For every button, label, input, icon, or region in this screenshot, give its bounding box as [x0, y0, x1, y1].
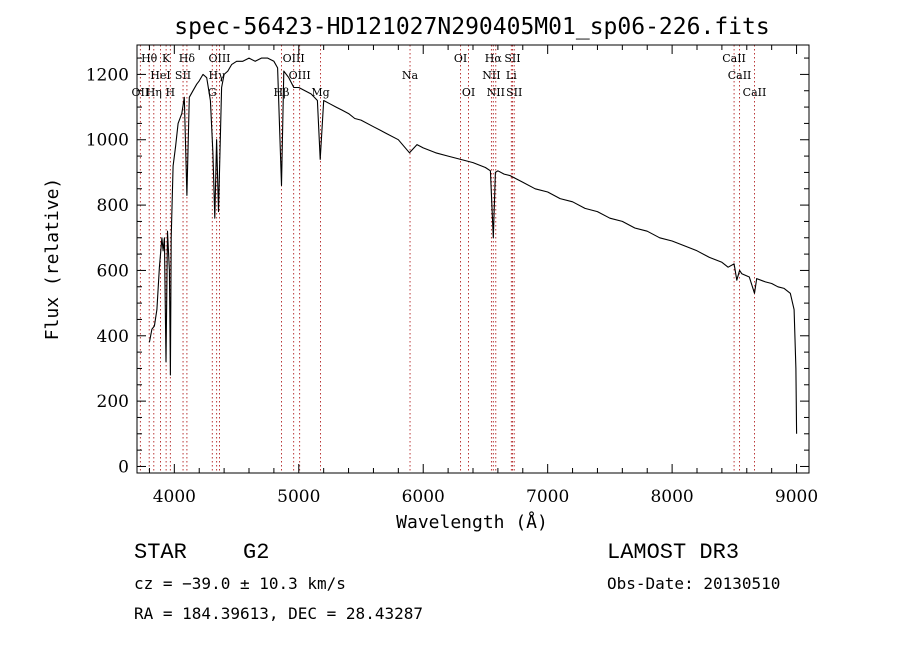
- line-label: OII: [132, 86, 150, 99]
- x-tick-label: 7000: [526, 487, 569, 507]
- line-label: OIII: [208, 52, 230, 65]
- y-tick-label: 0: [118, 457, 129, 477]
- x-axis-label: Wavelength (Å): [396, 511, 548, 533]
- x-tick-label: 8000: [650, 487, 693, 507]
- object-class: STAR: [134, 540, 187, 565]
- line-label: SII: [506, 86, 522, 99]
- line-label: OIII: [283, 52, 305, 65]
- line-label: SII: [504, 52, 520, 65]
- x-tick-label: 5000: [277, 487, 320, 507]
- line-label: CaII: [743, 86, 767, 99]
- line-label: Hβ: [274, 86, 290, 99]
- chart-title: spec-56423-HD121027N290405M01_sp06-226.f…: [174, 14, 769, 40]
- line-label: CaII: [722, 52, 746, 65]
- y-axis-label: Flux (relative): [42, 178, 63, 341]
- coordinates: RA = 184.39613, DEC = 28.43287: [134, 604, 423, 623]
- line-label: OI: [454, 52, 467, 65]
- emission-line-labels: HθOIIHηHeIKSIIHHδGOIIIHγHβOIIIOIIIMgNaOI…: [132, 52, 767, 99]
- line-label: Mg: [311, 86, 329, 99]
- spectrum-line: [148, 57, 798, 434]
- line-label: CaII: [728, 69, 752, 82]
- x-tick-label: 9000: [775, 487, 818, 507]
- y-tick-label: 200: [97, 392, 129, 412]
- object-subclass: G2: [243, 540, 270, 565]
- line-label: K: [162, 52, 171, 65]
- line-label: Hη: [146, 86, 162, 99]
- y-axis-ticks: 0 200 400 600 800 1000 1200: [86, 57, 809, 477]
- x-tick-label: 6000: [402, 487, 445, 507]
- y-tick-label: 600: [97, 261, 129, 281]
- line-label: OI: [462, 86, 475, 99]
- x-axis-ticks: 4000 5000 6000 7000 8000 9000: [148, 45, 818, 507]
- line-label: Li: [506, 69, 517, 82]
- line-label: NII: [487, 86, 505, 99]
- line-label: Hα: [485, 52, 503, 65]
- y-tick-label: 1200: [86, 65, 129, 85]
- line-label: NII: [482, 69, 500, 82]
- line-label: OIII: [289, 69, 311, 82]
- observation-date: Obs-Date: 20130510: [607, 574, 781, 593]
- survey-name: LAMOST DR3: [607, 540, 740, 565]
- line-label: Hγ: [209, 69, 226, 82]
- line-label: G: [208, 86, 217, 99]
- y-tick-label: 1000: [86, 131, 129, 151]
- redshift-value: cz = −39.0 ± 10.3 km/s: [134, 574, 346, 593]
- x-tick-label: 4000: [153, 487, 196, 507]
- line-label: SII: [175, 69, 191, 82]
- y-tick-label: 800: [97, 196, 129, 216]
- line-label: H: [166, 86, 176, 99]
- line-label: Na: [402, 69, 419, 82]
- plot-frame: [136, 44, 810, 474]
- y-tick-label: 400: [97, 327, 129, 347]
- line-label: HeI: [150, 69, 170, 82]
- line-label: Hδ: [179, 52, 196, 65]
- emission-line-markers: [139, 45, 755, 473]
- line-label: Hθ: [141, 52, 158, 65]
